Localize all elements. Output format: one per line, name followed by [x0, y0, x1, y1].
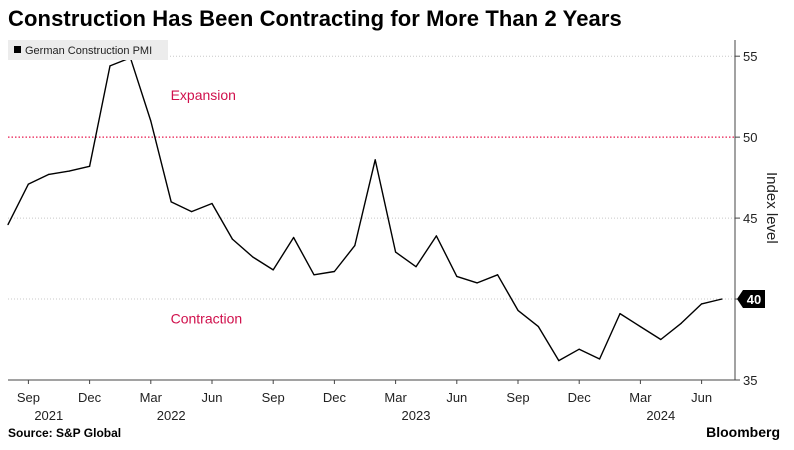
data-point [680, 322, 682, 324]
data-point [293, 236, 295, 239]
legend-box [8, 40, 168, 60]
data-point [537, 325, 540, 328]
data-point [354, 245, 356, 247]
x-year-label-1: 2022 [157, 408, 186, 423]
data-point [252, 256, 254, 258]
last-value-label: 40 [747, 292, 761, 307]
legend-label: German Construction PMI [25, 45, 152, 57]
data-point [7, 223, 9, 226]
data-point [109, 65, 111, 67]
data-point [721, 298, 723, 300]
data-point [150, 120, 152, 122]
legend: German Construction PMI [8, 40, 168, 60]
data-point [170, 201, 172, 203]
data-point [456, 275, 458, 277]
data-point [497, 274, 499, 276]
data-point [660, 338, 662, 341]
data-point [89, 165, 91, 167]
x-tick-label-2: Mar [140, 390, 163, 405]
data-point [395, 251, 397, 253]
data-point [619, 313, 621, 315]
data-point [231, 238, 233, 240]
data-point [374, 159, 376, 161]
data-point [558, 359, 560, 362]
data-point [272, 269, 274, 271]
y-tick-label-55: 55 [743, 49, 757, 64]
x-tick-label-5: Dec [323, 390, 347, 405]
y-tick-label-50: 50 [743, 130, 757, 145]
x-tick-label-1: Dec [78, 390, 102, 405]
data-point [313, 274, 315, 276]
x-tick-label-0: Sep [17, 390, 40, 405]
annotations: 40 Expansion Contraction [171, 87, 765, 326]
data-point [435, 235, 437, 237]
y-tick-label-45: 45 [743, 211, 757, 226]
last-value-badge [737, 290, 765, 309]
x-tick-label-11: Jun [691, 390, 712, 405]
data-point [27, 183, 29, 185]
y-axis: 35 40 45 50 55 Index level [734, 40, 780, 388]
data-point [517, 309, 519, 311]
data-point [191, 211, 193, 213]
contraction-annotation: Contraction [171, 310, 243, 326]
x-tick-label-10: Mar [629, 390, 652, 405]
x-year-label-2: 2023 [402, 408, 431, 423]
x-tick-label-8: Sep [506, 390, 529, 405]
data-point [415, 266, 417, 268]
chart-title: Construction Has Been Contracting for Mo… [8, 6, 622, 31]
series-line [7, 57, 723, 362]
data-point [599, 358, 601, 360]
x-tick-label-3: Jun [202, 390, 223, 405]
x-axis: Sep Dec Mar Jun Sep Dec Mar Jun Sep Dec Mar Jun 2021… [8, 379, 735, 423]
source-note: Source: S&P Global [8, 426, 122, 440]
data-point [578, 348, 580, 350]
data-point [476, 282, 478, 284]
x-year-label-3: 2024 [646, 408, 675, 423]
series-group [7, 57, 723, 362]
data-point [639, 325, 642, 328]
x-tick-label-4: Sep [262, 390, 285, 405]
data-point [701, 303, 703, 305]
data-point [48, 173, 50, 175]
legend-swatch [14, 46, 21, 53]
y-tick-label-35: 35 [743, 373, 757, 388]
data-point [333, 270, 335, 273]
expansion-annotation: Expansion [171, 87, 236, 103]
x-year-label-0: 2021 [34, 408, 63, 423]
y-axis-label: Index level [763, 172, 780, 244]
x-tick-label-6: Mar [384, 390, 407, 405]
data-point [211, 202, 213, 205]
data-point [68, 170, 70, 172]
x-tick-label-9: Dec [568, 390, 592, 405]
x-tick-label-7: Jun [446, 390, 467, 405]
brand-logo: Bloomberg [706, 424, 780, 440]
gridlines [8, 55, 735, 381]
